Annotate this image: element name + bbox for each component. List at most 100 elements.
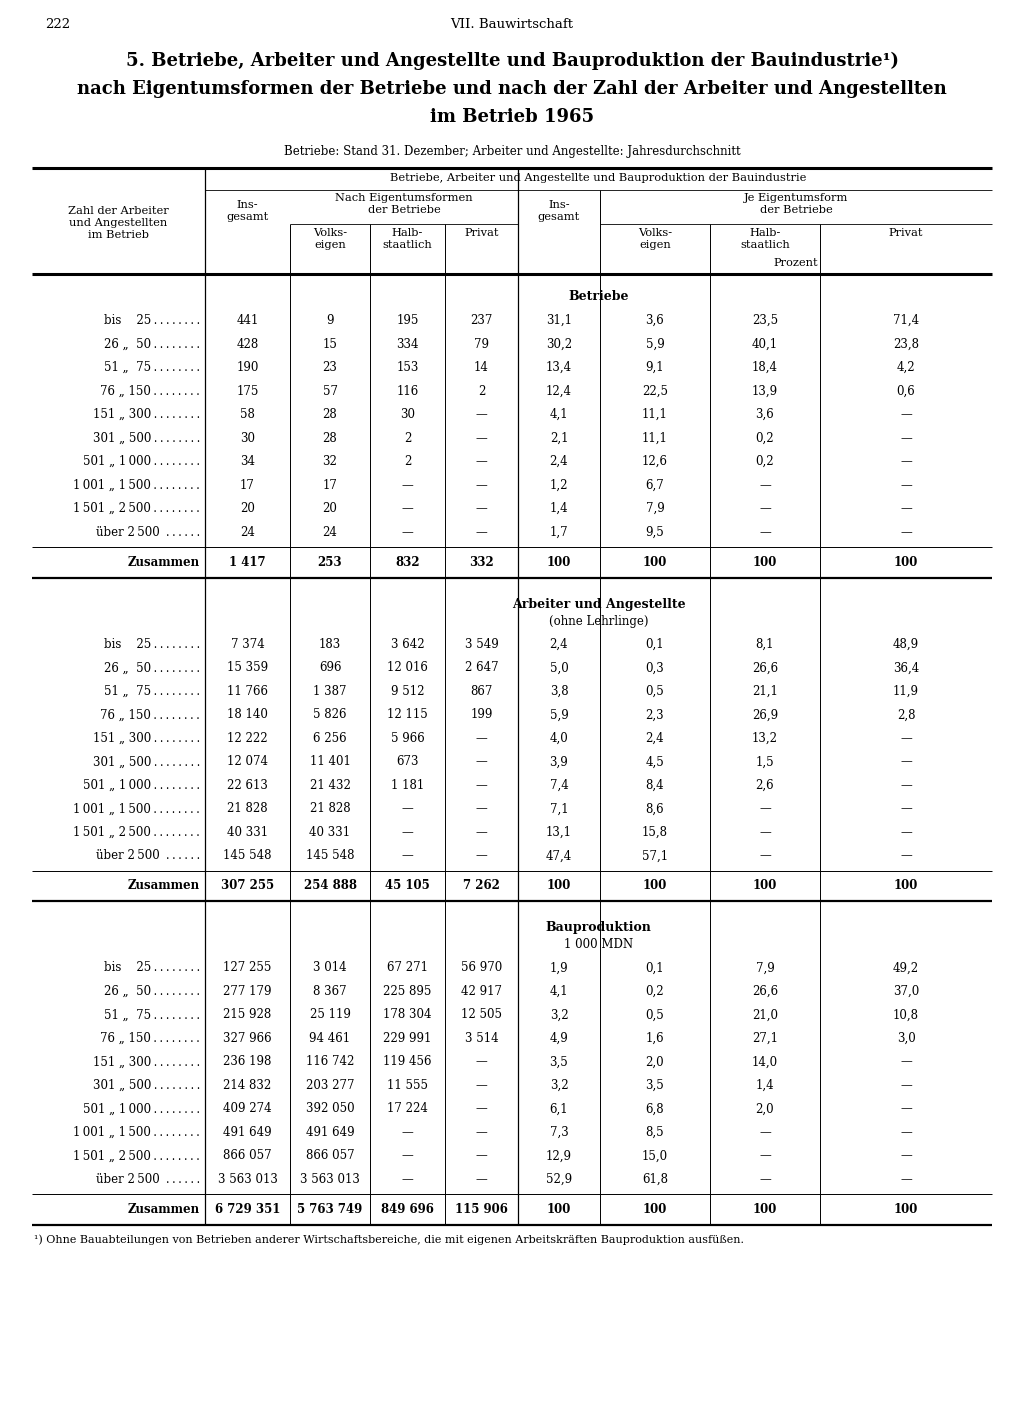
Text: bis    25 . . . . . . . .: bis 25 . . . . . . . . (103, 961, 200, 974)
Text: 2,0: 2,0 (756, 1102, 774, 1116)
Text: —: — (759, 803, 771, 815)
Text: 11,1: 11,1 (642, 431, 668, 445)
Text: 222: 222 (45, 18, 70, 31)
Text: —: — (475, 732, 487, 744)
Text: 13,2: 13,2 (752, 732, 778, 744)
Text: 100: 100 (643, 1202, 668, 1215)
Text: 100: 100 (753, 1202, 777, 1215)
Text: 12,4: 12,4 (546, 384, 572, 398)
Text: 1 417: 1 417 (229, 556, 266, 569)
Text: 501 „ 1 000 . . . . . . . .: 501 „ 1 000 . . . . . . . . (83, 1102, 200, 1116)
Text: 28: 28 (323, 431, 337, 445)
Text: 2,4: 2,4 (550, 638, 568, 651)
Text: 327 966: 327 966 (223, 1032, 271, 1045)
Text: 40 331: 40 331 (309, 825, 350, 839)
Text: 100: 100 (643, 879, 668, 892)
Text: 12 016: 12 016 (387, 661, 428, 675)
Text: 1 001 „ 1 500 . . . . . . . .: 1 001 „ 1 500 . . . . . . . . (73, 803, 200, 815)
Text: —: — (900, 1173, 912, 1185)
Text: —: — (759, 1150, 771, 1163)
Text: 17 224: 17 224 (387, 1102, 428, 1116)
Text: 1 501 „ 2 500 . . . . . . . .: 1 501 „ 2 500 . . . . . . . . (73, 825, 200, 839)
Text: 491 649: 491 649 (306, 1126, 354, 1139)
Text: 100: 100 (547, 1202, 571, 1215)
Text: 866 057: 866 057 (306, 1150, 354, 1163)
Text: 153: 153 (396, 362, 419, 374)
Text: 11 766: 11 766 (227, 685, 268, 698)
Text: 334: 334 (396, 337, 419, 350)
Text: 1,4: 1,4 (550, 502, 568, 515)
Text: 100: 100 (753, 556, 777, 569)
Text: 1,2: 1,2 (550, 479, 568, 492)
Text: 79: 79 (474, 337, 489, 350)
Text: VII. Bauwirtschaft: VII. Bauwirtschaft (451, 18, 573, 31)
Text: 21,0: 21,0 (752, 1008, 778, 1021)
Text: 696: 696 (318, 661, 341, 675)
Text: 2: 2 (403, 455, 412, 468)
Text: 23: 23 (323, 362, 338, 374)
Text: 214 832: 214 832 (223, 1079, 271, 1092)
Text: 3,0: 3,0 (897, 1032, 915, 1045)
Text: und Angestellten: und Angestellten (70, 218, 168, 228)
Text: 18,4: 18,4 (752, 362, 778, 374)
Text: 8 367: 8 367 (313, 986, 347, 998)
Text: —: — (475, 431, 487, 445)
Text: 3,6: 3,6 (645, 315, 665, 328)
Text: 11 401: 11 401 (309, 756, 350, 769)
Text: 4,2: 4,2 (897, 362, 915, 374)
Text: 40 331: 40 331 (227, 825, 268, 839)
Text: 3,6: 3,6 (756, 408, 774, 421)
Text: 8,4: 8,4 (646, 778, 665, 791)
Text: 9 512: 9 512 (391, 685, 424, 698)
Text: 5,9: 5,9 (645, 337, 665, 350)
Text: —: — (401, 825, 414, 839)
Text: bis    25 . . . . . . . .: bis 25 . . . . . . . . (103, 315, 200, 328)
Text: 3 514: 3 514 (465, 1032, 499, 1045)
Text: über 2 500  . . . . . .: über 2 500 . . . . . . (96, 849, 200, 862)
Text: —: — (900, 431, 912, 445)
Text: 15: 15 (323, 337, 338, 350)
Text: 0,5: 0,5 (645, 1008, 665, 1021)
Text: Halb-
staatlich: Halb- staatlich (383, 228, 432, 250)
Text: Betriebe: Stand 31. Dezember; Arbeiter und Angestellte: Jahresdurchschnitt: Betriebe: Stand 31. Dezember; Arbeiter u… (284, 145, 740, 157)
Text: 11 555: 11 555 (387, 1079, 428, 1092)
Text: —: — (900, 526, 912, 539)
Text: —: — (475, 526, 487, 539)
Text: 2,4: 2,4 (550, 455, 568, 468)
Text: 7,4: 7,4 (550, 778, 568, 791)
Text: —: — (401, 526, 414, 539)
Text: 203 277: 203 277 (306, 1079, 354, 1092)
Text: 7 262: 7 262 (463, 879, 500, 892)
Text: 119 456: 119 456 (383, 1055, 432, 1068)
Text: —: — (759, 1173, 771, 1185)
Text: 225 895: 225 895 (383, 986, 432, 998)
Text: 100: 100 (894, 556, 919, 569)
Text: 0,2: 0,2 (756, 455, 774, 468)
Text: 2: 2 (478, 384, 485, 398)
Text: 24: 24 (240, 526, 255, 539)
Text: 61,8: 61,8 (642, 1173, 668, 1185)
Text: 151 „ 300 . . . . . . . .: 151 „ 300 . . . . . . . . (93, 732, 200, 744)
Text: 5 763 749: 5 763 749 (297, 1202, 362, 1215)
Text: 5 826: 5 826 (313, 709, 347, 722)
Text: —: — (900, 1055, 912, 1068)
Text: —: — (759, 825, 771, 839)
Text: Prozent: Prozent (774, 258, 818, 268)
Text: 26,6: 26,6 (752, 986, 778, 998)
Text: Bauproduktion: Bauproduktion (546, 922, 651, 934)
Text: 151 „ 300 . . . . . . . .: 151 „ 300 . . . . . . . . (93, 408, 200, 421)
Text: 7,9: 7,9 (645, 502, 665, 515)
Text: 56 970: 56 970 (461, 961, 502, 974)
Text: 51 „  75 . . . . . . . .: 51 „ 75 . . . . . . . . (103, 685, 200, 698)
Text: Privat: Privat (464, 228, 499, 238)
Text: 3,8: 3,8 (550, 685, 568, 698)
Text: 0,1: 0,1 (646, 638, 665, 651)
Text: Betriebe: Betriebe (568, 291, 629, 303)
Text: —: — (900, 408, 912, 421)
Text: nach Eigentumsformen der Betriebe und nach der Zahl der Arbeiter und Angestellte: nach Eigentumsformen der Betriebe und na… (77, 79, 947, 98)
Text: 0,5: 0,5 (645, 685, 665, 698)
Text: 76 „ 150 . . . . . . . .: 76 „ 150 . . . . . . . . (100, 1032, 200, 1045)
Text: 4,0: 4,0 (550, 732, 568, 744)
Text: —: — (900, 1102, 912, 1116)
Text: —: — (475, 1079, 487, 1092)
